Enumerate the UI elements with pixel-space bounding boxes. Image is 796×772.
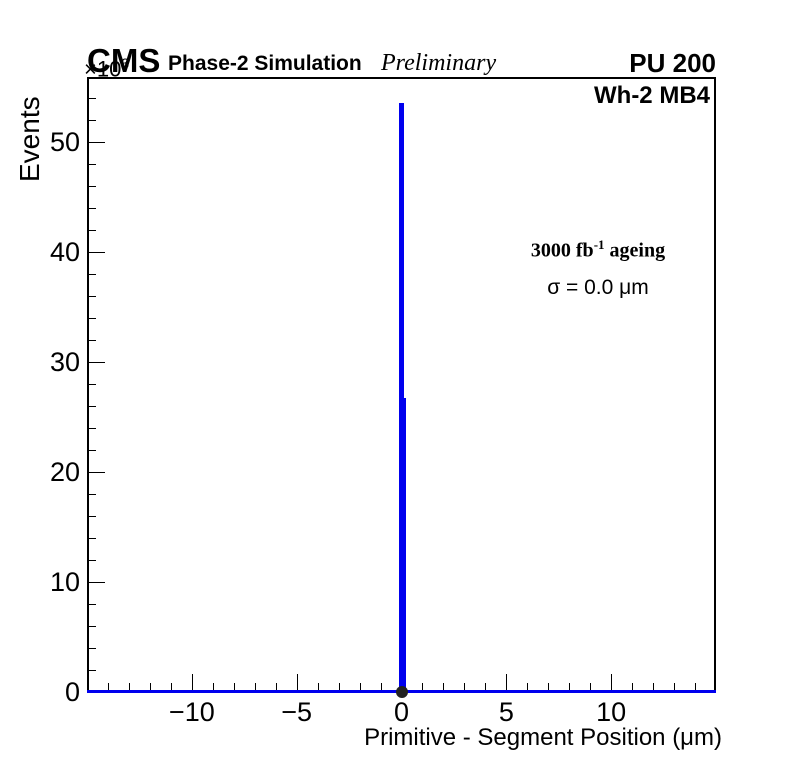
y-axis-minor-tick [87,119,96,121]
x-tick-label: 5 [498,697,514,727]
x-axis-minor-tick [170,683,172,692]
y-axis-minor-tick [87,427,96,429]
x-axis-minor-tick [254,683,256,692]
y-axis-minor-tick [87,339,96,341]
x-axis-major-tick [191,674,193,692]
y-axis-minor-tick [87,295,96,297]
y-tick-label: 30 [49,346,80,377]
ageing-prefix: 3000 fb [530,239,594,262]
x-axis-minor-tick [653,683,655,692]
x-axis-minor-tick [149,683,151,692]
x-axis-minor-tick [464,683,466,692]
x-axis-minor-tick [275,683,277,692]
y-axis-minor-tick [87,537,96,539]
y-axis-major-tick [87,471,105,473]
y-axis-minor-tick [87,449,96,451]
x-axis-minor-tick [107,683,109,692]
y-axis-minor-tick [87,493,96,495]
x-axis-title: Primitive - Segment Position (μm) [364,724,722,751]
zero-marker [395,686,408,698]
y-axis-minor-tick [87,405,96,407]
y-tick-label: 20 [49,456,80,487]
chamber-label: Wh-2 MB4 [594,82,710,109]
y-axis-minor-tick [87,229,96,231]
y-axis-minor-tick [87,185,96,187]
x-axis-minor-tick [632,683,634,692]
y-tick-label: 10 [49,566,80,597]
x-tick-label: −5 [281,697,313,727]
x-axis-minor-tick [695,683,697,692]
x-axis-major-tick [296,674,298,692]
y-tick-label: 50 [49,126,80,157]
phase2-simulation-label: Phase-2 Simulation [168,52,362,75]
histogram-bar [403,398,406,692]
y-axis-multiplier: ×103 [84,55,129,82]
y-axis-minor-tick [87,273,96,275]
y-axis-multiplier-base: ×10 [84,56,122,82]
x-axis-minor-tick [569,683,571,692]
y-axis-minor-tick [87,515,96,517]
x-axis-minor-tick [233,683,235,692]
x-axis-minor-tick [527,683,529,692]
y-axis-minor-tick [87,207,96,209]
x-axis-minor-tick [317,683,319,692]
cms-logo: CMS [87,42,161,79]
x-axis-minor-tick [422,683,424,692]
y-axis-minor-tick [87,163,96,165]
x-tick-label: 0 [393,697,410,727]
ageing-superscript: -1 [593,237,605,252]
x-axis-major-tick [611,674,613,692]
pileup-label: PU 200 [629,48,716,78]
x-axis-minor-tick [380,683,382,692]
x-axis-minor-tick [485,683,487,692]
histogram-bar [399,103,404,692]
y-axis-title: Events [14,96,45,182]
x-tick-label: −10 [168,697,215,727]
sigma-label: σ = 0.0 μm [547,276,649,299]
ageing-label: 3000 fb-1 ageing [513,237,683,263]
x-axis-minor-tick [212,683,214,692]
y-axis-minor-tick [87,603,96,605]
y-axis-multiplier-exponent: 3 [121,55,130,71]
y-axis-major-tick [87,251,105,253]
y-axis-major-tick [87,141,105,143]
y-axis-minor-tick [87,97,96,99]
y-axis-minor-tick [87,647,96,649]
preliminary-label: Preliminary [381,50,497,76]
ageing-suffix: ageing [604,239,666,262]
x-axis-minor-tick [128,683,130,692]
x-axis-major-tick [506,674,508,692]
y-axis-minor-tick [87,317,96,319]
x-axis-minor-tick [359,683,361,692]
x-axis-minor-tick [548,683,550,692]
y-axis-major-tick [87,361,105,363]
y-axis-minor-tick [87,625,96,627]
plot-layer: −10 −5 0 5 10 0 10 20 30 40 50 [50,77,716,726]
x-axis-minor-tick [590,683,592,692]
y-axis-minor-tick [87,559,96,561]
x-axis-minor-tick [443,683,445,692]
y-axis-minor-tick [87,669,96,671]
y-axis-minor-tick [87,383,96,385]
x-axis-minor-tick [338,683,340,692]
y-tick-label: 40 [49,236,80,267]
y-tick-label: 0 [64,677,80,707]
x-axis-minor-tick [674,683,676,692]
x-tick-label: 10 [596,697,627,727]
y-axis-major-tick [87,581,105,583]
